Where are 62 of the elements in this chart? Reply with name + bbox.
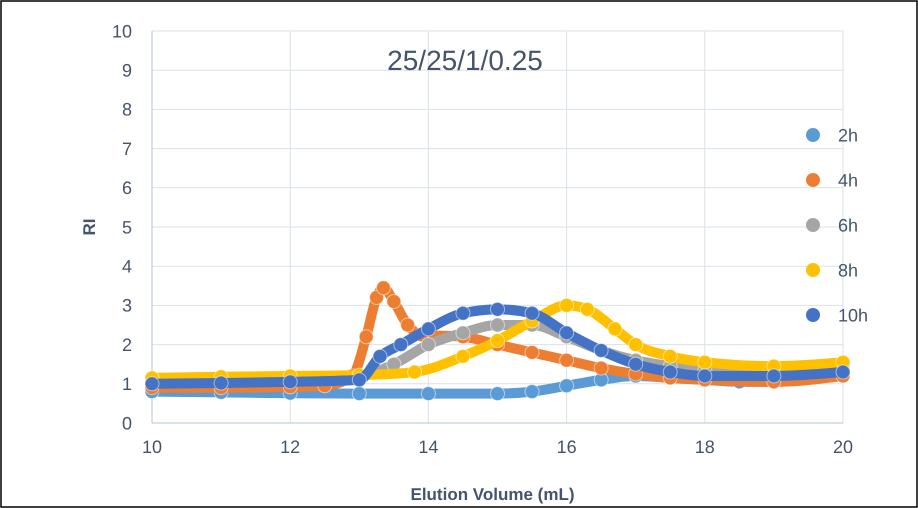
- y-tick-label: 0: [122, 413, 132, 434]
- legend-label: 8h: [838, 260, 858, 280]
- point: [358, 329, 374, 344]
- point: [490, 386, 505, 402]
- x-axis-title: Elution Volume (mL): [410, 485, 575, 504]
- legend-label: 4h: [838, 170, 858, 190]
- y-tick-label: 6: [122, 178, 132, 198]
- x-tick-label: 10: [142, 437, 162, 457]
- point: [607, 321, 622, 336]
- point: [559, 325, 574, 340]
- point: [559, 298, 574, 313]
- point: [455, 325, 470, 340]
- text: 25/25/1/0.25: [387, 45, 543, 76]
- point: [524, 306, 540, 321]
- point: [393, 337, 408, 352]
- point: [455, 306, 470, 321]
- point: [580, 302, 595, 317]
- y-tick-label: 4: [122, 256, 132, 276]
- legend-label: 6h: [838, 215, 858, 236]
- x-tick-label: 16: [556, 437, 577, 457]
- point: [559, 378, 574, 394]
- point: [420, 386, 436, 402]
- point: [372, 348, 388, 364]
- x-tick-label: 12: [280, 437, 300, 457]
- x-tick-label: 18: [694, 437, 715, 457]
- legend-label: 10h: [838, 305, 868, 326]
- point: [524, 384, 540, 400]
- y-axis-title: RI: [80, 218, 99, 236]
- point: [490, 318, 505, 332]
- y-tick-label: 8: [122, 100, 132, 120]
- point: [455, 348, 470, 364]
- point: [628, 356, 644, 372]
- x-tick-label: 14: [418, 437, 438, 457]
- point: [594, 360, 609, 376]
- point: [352, 372, 367, 388]
- point: [214, 376, 229, 391]
- point: [490, 333, 505, 348]
- y-tick-label: 1: [122, 374, 132, 394]
- point: [662, 364, 678, 380]
- point: [407, 364, 422, 380]
- x-tick-label: 20: [832, 437, 854, 457]
- point: [697, 368, 712, 384]
- point: [697, 354, 712, 370]
- point: [352, 386, 367, 402]
- y-tick-label: 9: [122, 60, 132, 80]
- y-tick-label: 5: [122, 217, 132, 238]
- point: [386, 294, 402, 309]
- point: [400, 318, 416, 332]
- point: [490, 302, 505, 317]
- y-tick-label: 7: [122, 138, 132, 159]
- y-tick-label: 10: [112, 21, 132, 42]
- y-tick-label: 3: [122, 296, 132, 316]
- point: [628, 337, 644, 352]
- point: [559, 352, 574, 368]
- point: [662, 348, 678, 364]
- y-tick-label: 2: [122, 334, 132, 355]
- point: [369, 290, 384, 306]
- point: [524, 344, 540, 360]
- legend-label: 2h: [838, 125, 858, 146]
- point: [420, 321, 436, 336]
- point: [420, 337, 436, 352]
- point: [376, 280, 391, 296]
